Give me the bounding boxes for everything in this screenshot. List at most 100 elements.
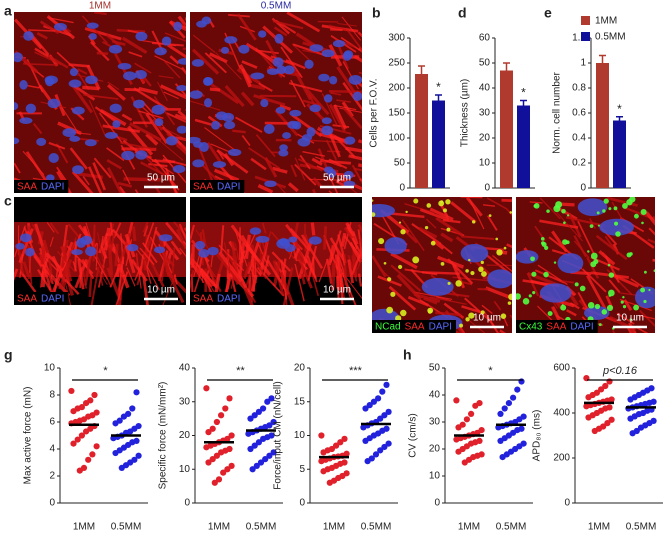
junction bbox=[565, 240, 570, 245]
y-tick-label: 5 bbox=[299, 464, 305, 475]
junction bbox=[465, 317, 470, 322]
texture bbox=[218, 244, 245, 272]
texture bbox=[102, 124, 140, 133]
junction bbox=[480, 260, 484, 265]
nucleus bbox=[282, 132, 292, 139]
texture bbox=[307, 245, 318, 281]
junction bbox=[622, 305, 627, 309]
y-tick-label: 10 bbox=[294, 430, 306, 441]
nucleus bbox=[276, 65, 287, 75]
data-point bbox=[453, 436, 460, 443]
texture bbox=[216, 150, 225, 160]
texture bbox=[190, 260, 214, 288]
texture bbox=[423, 297, 438, 305]
nucleus bbox=[309, 44, 324, 52]
nucleus bbox=[204, 98, 213, 108]
junction bbox=[468, 312, 475, 319]
data-point bbox=[251, 412, 258, 419]
panel-letter: h bbox=[403, 347, 412, 363]
nucleus bbox=[123, 71, 137, 81]
texture bbox=[96, 51, 109, 56]
nucleus bbox=[47, 98, 61, 109]
junction bbox=[481, 271, 487, 277]
junction bbox=[596, 211, 600, 215]
texture bbox=[117, 256, 125, 296]
data-point bbox=[262, 456, 269, 463]
nucleus bbox=[343, 180, 356, 187]
label-background bbox=[14, 180, 69, 193]
junction bbox=[372, 212, 376, 217]
nucleus bbox=[112, 120, 121, 128]
texture bbox=[322, 226, 328, 250]
nucleus bbox=[224, 36, 238, 44]
texture bbox=[122, 169, 131, 185]
junction bbox=[488, 214, 492, 217]
data-point bbox=[514, 386, 521, 393]
texture bbox=[48, 141, 66, 150]
data-point bbox=[255, 439, 262, 446]
texture bbox=[616, 312, 635, 325]
data-point bbox=[320, 468, 327, 475]
texture bbox=[482, 204, 496, 207]
texture bbox=[286, 12, 321, 33]
bar bbox=[415, 74, 428, 188]
texture bbox=[302, 150, 326, 157]
texture bbox=[294, 163, 317, 186]
nucleus bbox=[279, 144, 288, 152]
nucleus bbox=[109, 103, 122, 114]
stain-label: SAA bbox=[17, 294, 37, 305]
texture bbox=[163, 60, 181, 79]
texture bbox=[61, 106, 79, 134]
texture bbox=[604, 255, 620, 283]
nucleus bbox=[599, 218, 634, 236]
junction bbox=[561, 208, 566, 214]
junction bbox=[633, 213, 639, 219]
texture bbox=[455, 330, 461, 333]
junction bbox=[547, 311, 553, 317]
texture bbox=[263, 255, 270, 276]
data-point bbox=[385, 408, 392, 415]
y-axis-label: APD₈₀ (ms) bbox=[532, 410, 543, 462]
junction bbox=[614, 221, 619, 226]
texture bbox=[344, 275, 362, 300]
texture bbox=[586, 274, 607, 310]
data-point bbox=[91, 391, 98, 399]
data-point bbox=[463, 416, 470, 423]
y-tick-label: 300 bbox=[388, 33, 405, 44]
data-point bbox=[375, 395, 382, 402]
y-tick-label: 15 bbox=[294, 396, 306, 407]
nucleus bbox=[154, 47, 167, 56]
nucleus bbox=[288, 236, 298, 243]
nucleus bbox=[135, 31, 148, 41]
texture bbox=[106, 167, 123, 193]
y-tick-label: 250 bbox=[388, 58, 405, 69]
data-point bbox=[385, 440, 392, 447]
texture bbox=[175, 144, 186, 154]
micrograph bbox=[190, 12, 362, 193]
texture bbox=[77, 68, 88, 75]
legend-swatch bbox=[581, 16, 590, 25]
data-point bbox=[501, 405, 508, 412]
texture bbox=[647, 238, 655, 244]
texture bbox=[179, 247, 186, 258]
stain-label: SAA bbox=[193, 294, 213, 305]
junction bbox=[471, 220, 476, 224]
data-point bbox=[518, 378, 525, 385]
nucleus bbox=[192, 159, 205, 168]
texture bbox=[257, 183, 274, 193]
junction bbox=[443, 208, 447, 213]
texture bbox=[204, 52, 227, 74]
texture bbox=[174, 113, 186, 121]
junction bbox=[626, 199, 633, 206]
micrograph bbox=[190, 197, 362, 305]
junction bbox=[644, 270, 647, 274]
data-point bbox=[93, 443, 100, 450]
nucleus bbox=[104, 131, 118, 139]
junction bbox=[633, 304, 639, 311]
texture bbox=[348, 154, 362, 161]
texture bbox=[248, 83, 266, 91]
micrograph bbox=[14, 197, 186, 305]
texture bbox=[190, 263, 205, 284]
texture bbox=[506, 243, 512, 249]
nucleus bbox=[25, 247, 35, 257]
